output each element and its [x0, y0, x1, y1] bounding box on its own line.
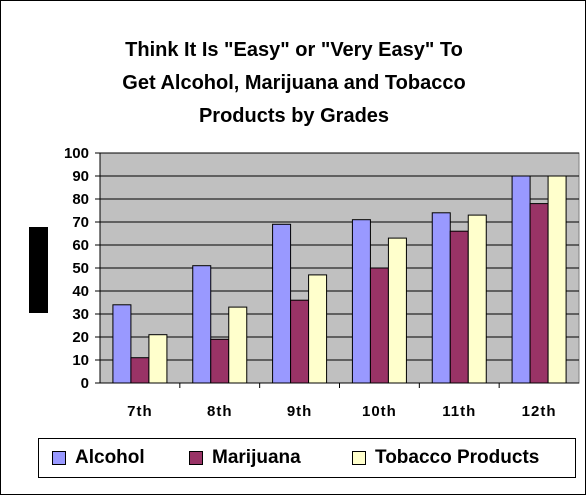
y-axis-label-block — [29, 227, 48, 313]
legend: Alcohol Marijuana Tobacco Products — [38, 438, 576, 478]
bar-marijuana-8th — [210, 338, 230, 384]
bar-alcohol-8th — [192, 265, 212, 384]
x-tick-label: 12th — [522, 403, 557, 420]
y-tick-label: 50 — [72, 260, 89, 277]
y-tick-label: 90 — [72, 168, 89, 185]
legend-item-alcohol: Alcohol — [52, 439, 145, 477]
bar-alcohol-10th — [351, 219, 371, 384]
x-tick-label: 8th — [207, 403, 233, 420]
bar-marijuana-9th — [290, 299, 310, 384]
bar-tobacco-products-9th — [308, 274, 328, 384]
bar-tobacco-products-8th — [228, 306, 248, 384]
y-tick-label: 100 — [64, 145, 89, 162]
chart-title-line-2: Get Alcohol, Marijuana and Tobacco — [122, 72, 466, 94]
y-tick-label: 30 — [72, 306, 89, 323]
legend-label-alcohol: Alcohol — [75, 447, 145, 468]
legend-label-tobacco-products: Tobacco Products — [375, 447, 540, 468]
y-tick-label: 40 — [72, 283, 89, 300]
legend-label-marijuana: Marijuana — [212, 447, 301, 468]
chart-title: Think It Is "Easy" or "Very Easy" To Get… — [1, 34, 586, 133]
bar-marijuana-7th — [130, 357, 150, 384]
x-tick-label: 9th — [287, 403, 313, 420]
bar-alcohol-7th — [112, 304, 132, 384]
legend-item-marijuana: Marijuana — [189, 439, 301, 477]
x-tick-label: 7th — [127, 403, 153, 420]
bar-alcohol-9th — [272, 223, 292, 384]
y-tick-label: 80 — [72, 191, 89, 208]
y-tick-label: 20 — [72, 329, 89, 346]
bar-alcohol-11th — [431, 212, 451, 384]
bar-tobacco-products-10th — [387, 237, 407, 384]
bar-tobacco-products-11th — [467, 214, 487, 384]
x-tick-label: 10th — [362, 403, 397, 420]
chart-title-line-1: Think It Is "Easy" or "Very Easy" To — [125, 39, 463, 61]
chart-title-line-3: Products by Grades — [198, 105, 390, 127]
bar-marijuana-10th — [369, 267, 389, 384]
bar-tobacco-products-7th — [148, 334, 168, 384]
y-tick-label: 0 — [81, 375, 89, 392]
bar-alcohol-12th — [511, 175, 531, 384]
legend-swatch-tobacco-products — [352, 451, 366, 465]
bar-marijuana-11th — [449, 230, 469, 384]
bar-marijuana-12th — [529, 203, 549, 384]
legend-swatch-alcohol — [52, 451, 66, 465]
y-tick-label: 10 — [72, 352, 89, 369]
y-tick-label: 60 — [72, 237, 89, 254]
bar-tobacco-products-12th — [547, 175, 567, 384]
y-tick-label: 70 — [72, 214, 89, 231]
legend-swatch-marijuana — [189, 451, 203, 465]
legend-item-tobacco-products: Tobacco Products — [352, 439, 539, 477]
x-tick-label: 11th — [442, 403, 476, 420]
